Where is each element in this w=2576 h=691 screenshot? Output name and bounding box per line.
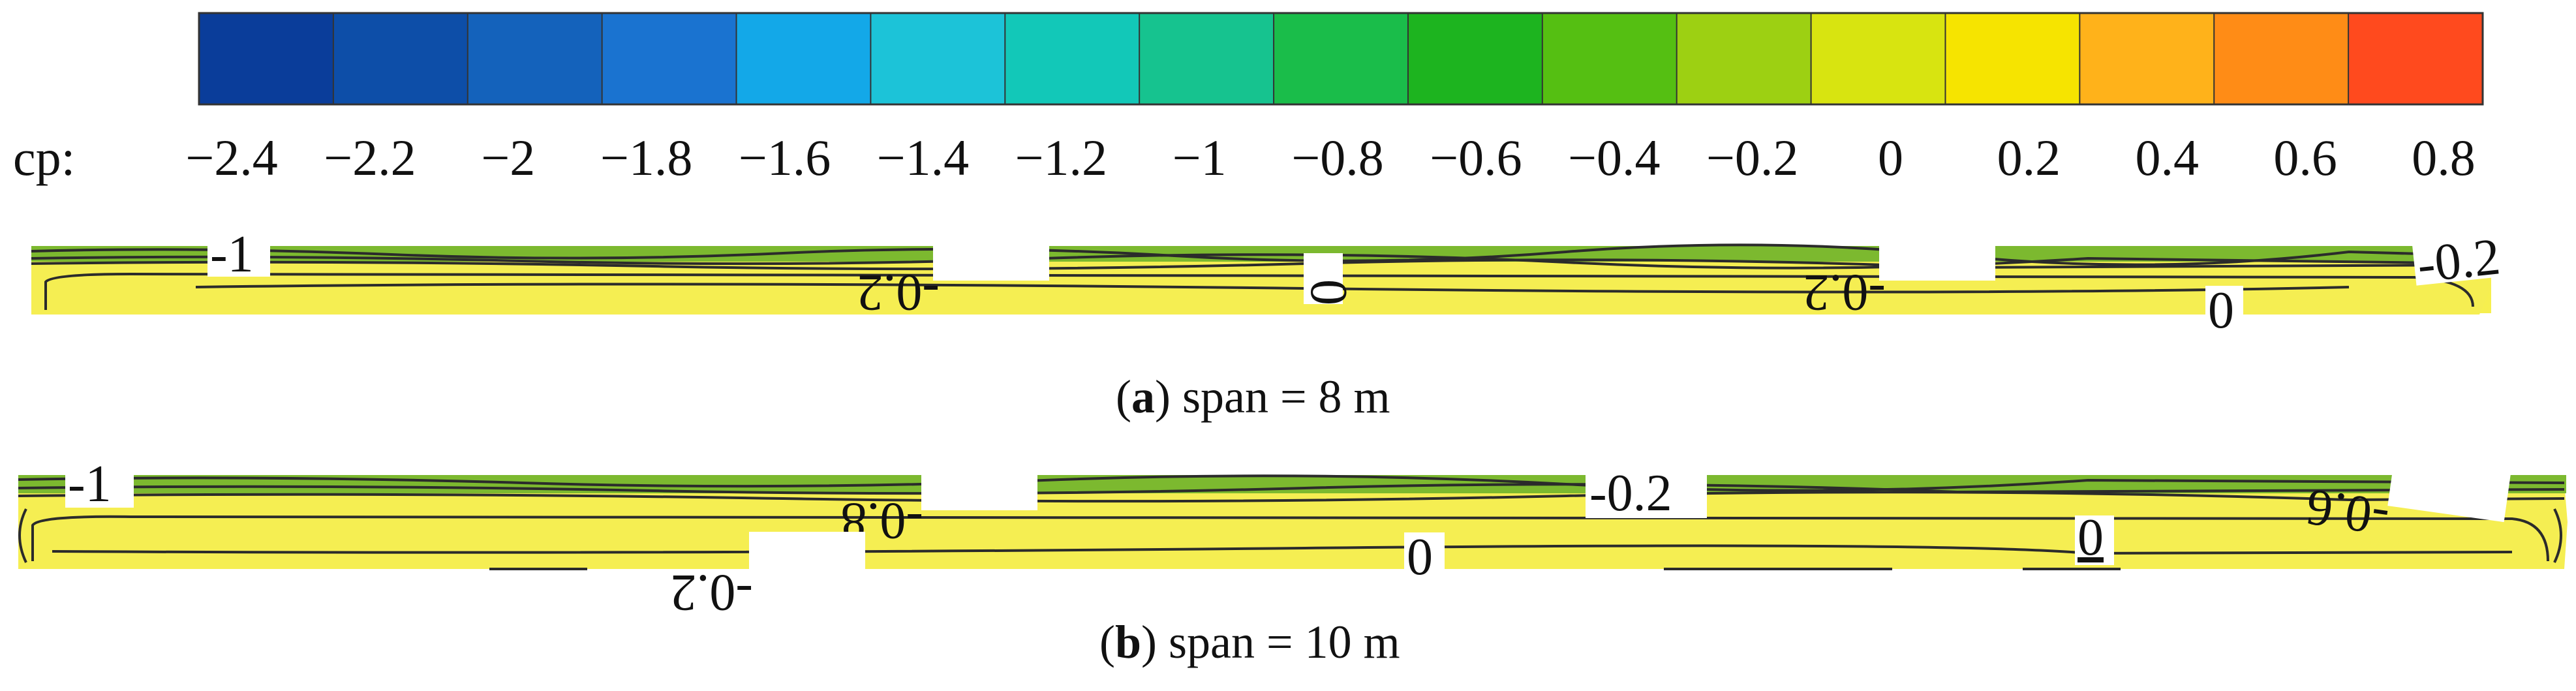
panel-a-label-bg bbox=[207, 240, 270, 277]
panel-a-label-bg bbox=[933, 235, 1049, 281]
colorbar-cells bbox=[198, 12, 2484, 106]
panel-b-contour-label: -1 bbox=[68, 455, 112, 513]
panel-b-contour-line bbox=[31, 515, 2549, 562]
colorbar-cell bbox=[870, 13, 1005, 104]
colorbar-cell bbox=[2079, 13, 2215, 104]
colorbar-cell bbox=[333, 13, 468, 104]
caption-a: (a) span = 8 m bbox=[1116, 371, 1390, 423]
panel-b-contour-label: -0.2 bbox=[1589, 465, 1672, 522]
panel-b: -1 -0.8 -0.2 -0.6 -0.2 0 0 bbox=[18, 453, 2568, 621]
caption-b-open: ( bbox=[1099, 616, 1115, 668]
colorbar-tick-label: −1.8 bbox=[600, 129, 693, 186]
panel-b-contour-label: -0.2 bbox=[670, 564, 753, 621]
colorbar: cp: −2.4 −2.2 −2 −1.8 −1.6 −1.4 −1.2 −1 −0.8 −0.6… bbox=[13, 12, 2484, 186]
colorbar-tick-label: −0.8 bbox=[1291, 129, 1384, 186]
colorbar-tick-label: −1 bbox=[1173, 129, 1227, 186]
colorbar-cell bbox=[1945, 13, 2080, 104]
colorbar-tick-label: −1.4 bbox=[877, 129, 970, 186]
panel-b-label-bg bbox=[2387, 453, 2511, 523]
panel-a-label-bg bbox=[2205, 286, 2243, 333]
colorbar-tick-label: −0.4 bbox=[1568, 129, 1661, 186]
colorbar-cell bbox=[2214, 13, 2349, 104]
panel-a-contour-label: -0.2 bbox=[2415, 228, 2503, 294]
caption-b: (b) span = 10 m bbox=[1099, 616, 1400, 668]
colorbar-tick-label: −0.2 bbox=[1706, 129, 1799, 186]
panel-a-label-bg bbox=[2412, 235, 2514, 286]
colorbar-cell bbox=[1542, 13, 1678, 104]
panel-a-contour-line bbox=[44, 272, 2474, 310]
panel-a-field-shape bbox=[31, 256, 2491, 315]
panel-a-contour-label: 0 bbox=[2208, 282, 2234, 339]
panel-b-contour-line bbox=[18, 508, 27, 563]
panel-b-label-bg bbox=[921, 462, 1037, 510]
colorbar-tick-label: 0.8 bbox=[2412, 129, 2476, 186]
colorbar-cell bbox=[199, 13, 334, 104]
colorbar-tick-label: −2.2 bbox=[324, 129, 416, 186]
panel-a-contour-label: -0.2 bbox=[857, 264, 940, 321]
colorbar-cell bbox=[1139, 13, 1274, 104]
colorbar-cell bbox=[1005, 13, 1140, 104]
panel-a-label-bg bbox=[1879, 235, 1995, 281]
panel-b-label-bg bbox=[2075, 515, 2114, 565]
panel-a: -1 -0.2 0 -0.2 -0.2 0 bbox=[31, 226, 2514, 339]
panel-b-contour-line bbox=[18, 491, 2565, 503]
colorbar-cell bbox=[1407, 13, 1543, 104]
panel-b-contour-line bbox=[2553, 508, 2562, 563]
colorbar-cell bbox=[602, 13, 737, 104]
colorbar-ticks: −2.4 −2.2 −2 −1.8 −1.6 −1.4 −1.2 −1 −0.8 −0.6 −0.4… bbox=[185, 129, 2476, 186]
colorbar-tick-label: 0.4 bbox=[2136, 129, 2200, 186]
colorbar-tick-label: 0.2 bbox=[1997, 129, 2061, 186]
panel-b-label-bg bbox=[65, 468, 134, 508]
panel-a-contour-label: 0 bbox=[1300, 279, 1357, 305]
panel-a-contour-label: -1 bbox=[210, 226, 254, 283]
caption-a-open: ( bbox=[1116, 371, 1131, 423]
colorbar-tick-label: −0.6 bbox=[1430, 129, 1522, 186]
panel-b-contour-label: 0 bbox=[2078, 509, 2104, 566]
panel-b-contour-label: 0 bbox=[1407, 529, 1433, 586]
panel-b-label-bg bbox=[749, 532, 865, 580]
panel-b-label-bg bbox=[1404, 532, 1445, 582]
caption-a-letter: a bbox=[1131, 371, 1155, 423]
panel-b-contour-line bbox=[18, 474, 2565, 492]
colorbar-cell bbox=[736, 13, 871, 104]
colorbar-tick-label: 0 bbox=[1878, 129, 1903, 186]
colorbar-tick-label: −1.6 bbox=[739, 129, 831, 186]
panel-b-label-bg bbox=[1586, 470, 1707, 518]
colorbar-tick-label: −2.4 bbox=[185, 129, 278, 186]
caption-a-text: ) span = 8 m bbox=[1155, 371, 1390, 423]
colorbar-cell bbox=[2348, 13, 2483, 104]
caption-b-text: ) span = 10 m bbox=[1141, 616, 1400, 668]
colorbar-tick-label: −1.2 bbox=[1015, 129, 1108, 186]
panel-a-contour-label: -0.2 bbox=[1803, 264, 1886, 321]
colorbar-cell bbox=[467, 13, 603, 104]
colorbar-frame bbox=[198, 12, 2484, 106]
colorbar-label: cp: bbox=[13, 129, 75, 186]
panel-b-contour-label: -0.6 bbox=[2303, 478, 2393, 546]
panel-a-label-bg bbox=[1304, 253, 1343, 304]
colorbar-cell bbox=[1676, 13, 1812, 104]
colorbar-cell bbox=[1274, 13, 1409, 104]
panel-b-contour-line bbox=[52, 544, 2513, 555]
colorbar-tick-label: 0.6 bbox=[2273, 129, 2337, 186]
colorbar-cell bbox=[1811, 13, 1946, 104]
colorbar-tick-label: −2 bbox=[481, 129, 535, 186]
caption-b-letter: b bbox=[1115, 616, 1141, 668]
